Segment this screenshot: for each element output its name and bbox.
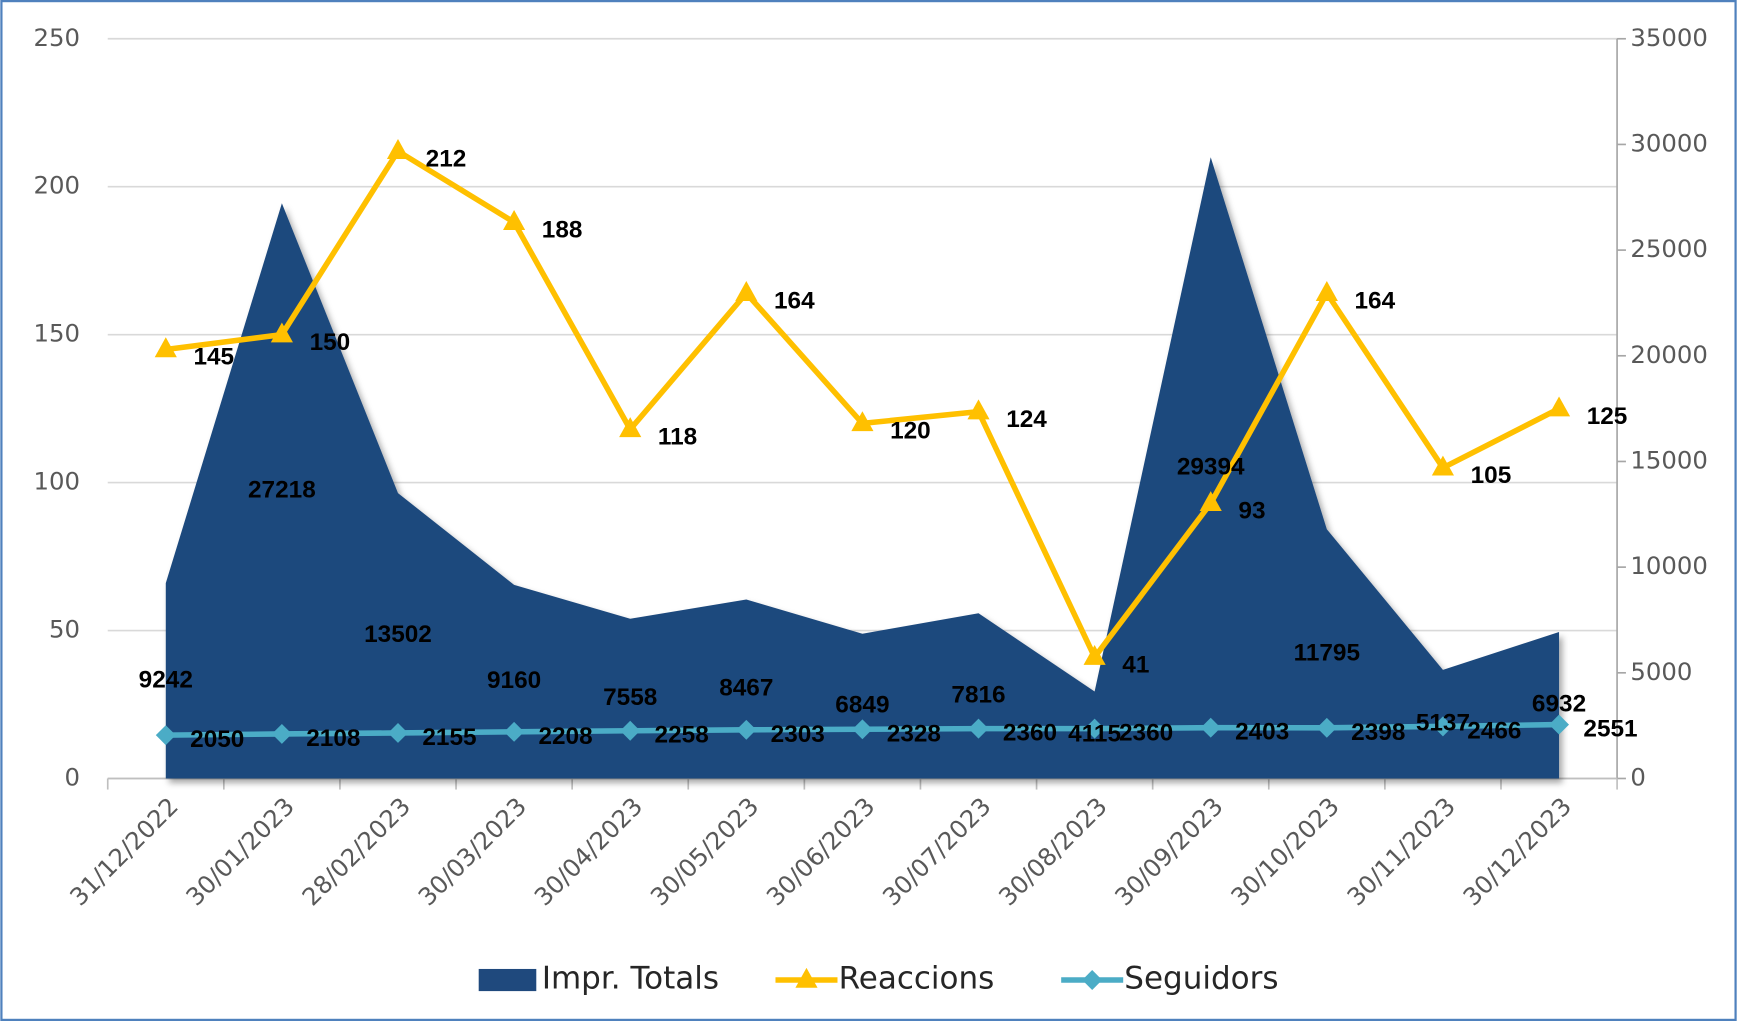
area-label: 4115: [1068, 720, 1121, 747]
data-label: 2398: [1351, 719, 1405, 746]
data-label: 2208: [538, 723, 592, 750]
y2-tick-label: 25000: [1630, 234, 1708, 263]
y-tick-label: 150: [34, 319, 81, 348]
marker: [1316, 717, 1337, 738]
marker: [1431, 455, 1455, 476]
data-label: 2551: [1583, 716, 1637, 743]
legend-label: Seguidors: [1124, 961, 1278, 997]
data-label: 2050: [190, 726, 244, 753]
data-label: 41: [1122, 651, 1149, 678]
y-tick-label: 0: [65, 762, 81, 791]
y-tick-label: 50: [49, 615, 80, 644]
marker: [852, 719, 873, 740]
data-label: 2360: [1119, 720, 1173, 747]
marker: [736, 719, 757, 740]
data-label: 145: [193, 344, 234, 371]
y-tick-label: 250: [34, 23, 81, 52]
marker: [386, 139, 410, 159]
marker: [154, 337, 177, 358]
legend-label: Reaccions: [839, 961, 995, 997]
marker: [1547, 396, 1571, 417]
marker: [1083, 644, 1106, 665]
y2-tick-label: 5000: [1630, 657, 1692, 686]
legend-marker: [1082, 970, 1103, 990]
data-label: 118: [658, 424, 697, 451]
y-tick-label: 100: [34, 467, 81, 496]
marker: [1315, 281, 1338, 301]
y-tick-label: 200: [34, 171, 81, 200]
data-label: 2403: [1235, 719, 1289, 746]
marker: [735, 281, 758, 301]
data-label: 125: [1587, 403, 1628, 430]
y2-tick-label: 30000: [1630, 128, 1708, 157]
data-label: 105: [1471, 462, 1512, 489]
area-label: 9160: [487, 667, 541, 694]
area-label: 5137: [1416, 710, 1470, 737]
data-label: 2155: [422, 724, 476, 751]
marker: [503, 210, 526, 230]
marker: [270, 322, 293, 343]
legend-label: Impr. Totals: [542, 961, 719, 997]
legend-marker: [795, 967, 818, 988]
marker: [1549, 714, 1569, 735]
marker: [968, 718, 989, 739]
area-label: 7558: [603, 684, 657, 711]
data-label: 212: [426, 145, 467, 172]
data-label: 120: [890, 418, 931, 445]
data-label: 164: [1355, 288, 1396, 315]
data-label: 93: [1238, 498, 1265, 525]
data-label: 124: [1006, 406, 1047, 433]
area-label: 13502: [364, 621, 432, 648]
data-label: 2258: [655, 722, 709, 749]
data-label: 2466: [1467, 717, 1521, 744]
y2-tick-label: 20000: [1630, 340, 1708, 369]
data-label: 2303: [771, 721, 825, 748]
data-label: 150: [310, 329, 351, 356]
area-label: 11795: [1294, 639, 1360, 666]
marker: [967, 399, 990, 420]
area-label: 9242: [139, 666, 193, 693]
data-label: 2108: [306, 725, 360, 752]
y2-tick-label: 15000: [1630, 445, 1708, 474]
marker: [619, 417, 642, 438]
area: [165, 157, 1560, 779]
area-label: 8467: [719, 674, 773, 701]
data-label: 164: [774, 288, 815, 315]
area-label: 7816: [951, 681, 1005, 708]
y2-tick-label: 10000: [1630, 551, 1708, 580]
marker: [155, 725, 176, 746]
area-label: 29394: [1177, 453, 1245, 480]
y2-tick-label: 0: [1630, 762, 1646, 791]
data-label: 2360: [1003, 720, 1057, 747]
area-label: 6932: [1532, 691, 1586, 718]
marker: [1199, 491, 1222, 512]
data-label: 2328: [887, 720, 941, 747]
area-label: 6849: [835, 692, 889, 719]
marker: [851, 411, 874, 432]
area-label: 27218: [248, 476, 316, 503]
y2-tick-label: 35000: [1630, 23, 1708, 52]
legend-swatch: [478, 968, 537, 992]
data-label: 188: [542, 217, 583, 244]
